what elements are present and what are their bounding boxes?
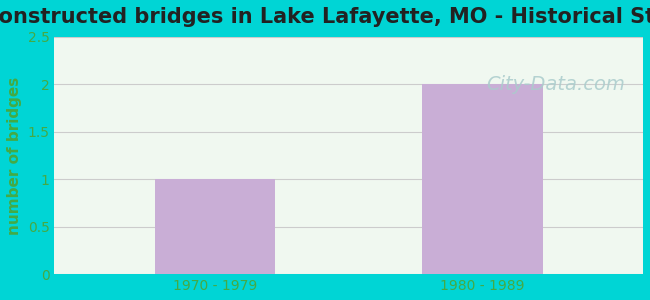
Title: Reconstructed bridges in Lake Lafayette, MO - Historical Statistics: Reconstructed bridges in Lake Lafayette,… xyxy=(0,7,650,27)
Bar xyxy=(422,84,543,274)
Bar xyxy=(155,179,275,274)
Text: City-Data.com: City-Data.com xyxy=(486,75,625,94)
Y-axis label: number of bridges: number of bridges xyxy=(7,76,22,235)
